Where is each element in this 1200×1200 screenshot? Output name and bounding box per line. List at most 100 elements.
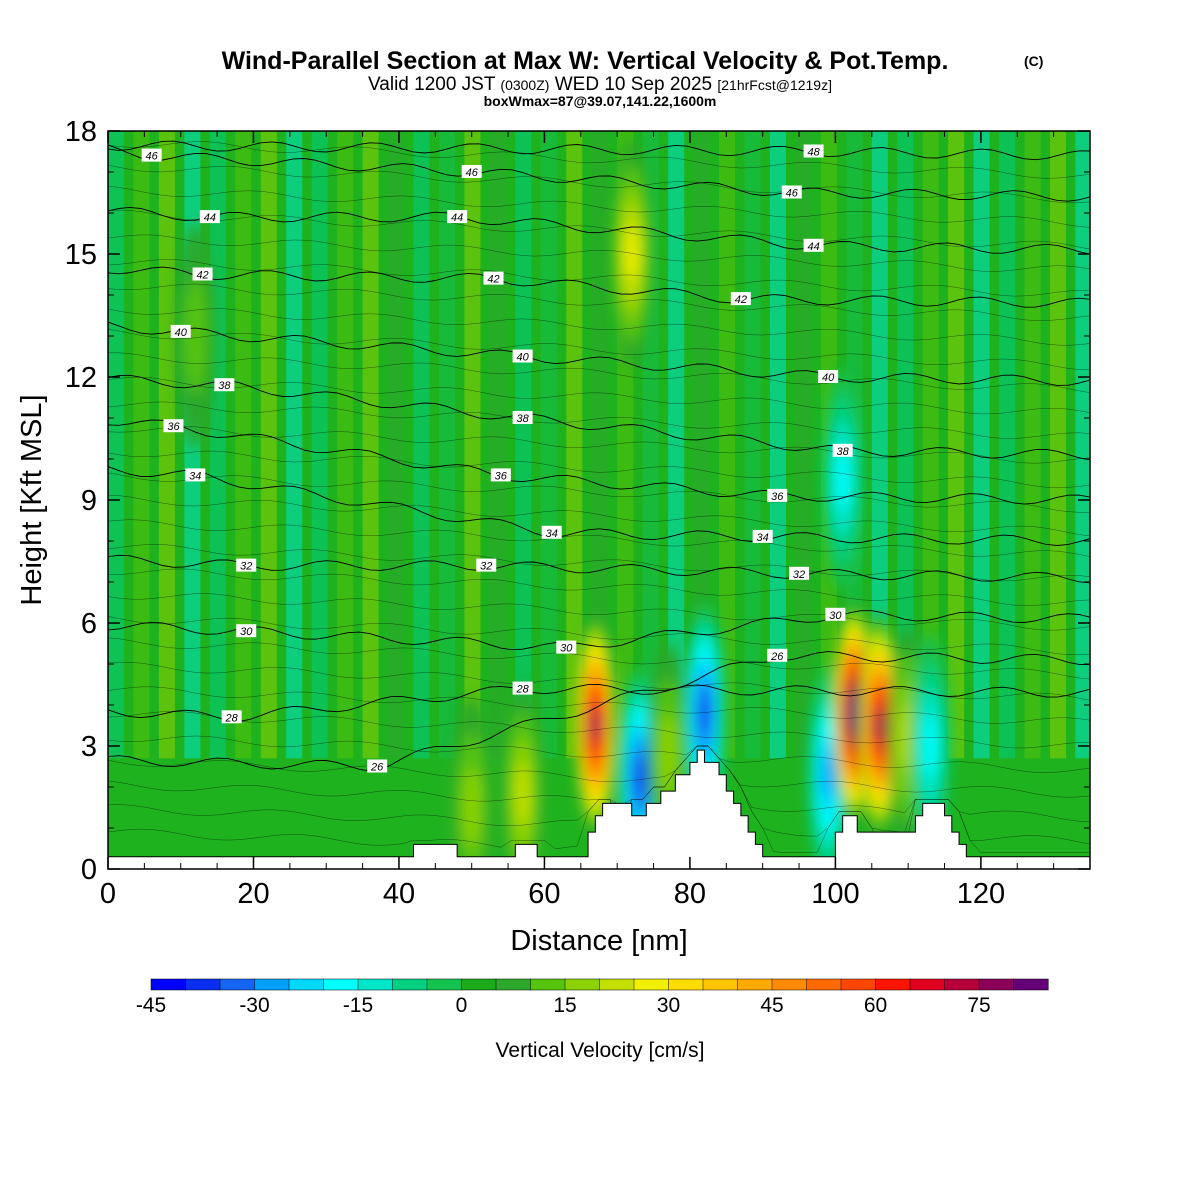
contour-label: 48 [803, 144, 824, 159]
y-tick-label: 18 [65, 116, 97, 148]
contour-labels: 26 28 28 26 30 30 30 32 32 32 34 34 34 36 36 36 38 38 38 40… [141, 144, 853, 774]
velocity-band [1075, 131, 1090, 759]
contour-label-text: 48 [807, 147, 820, 159]
contour-label-text: 30 [560, 643, 573, 655]
velocity-band [438, 131, 455, 759]
y-tick-label: 0 [81, 854, 97, 886]
contour-label-text: 42 [487, 274, 499, 286]
contour-label-box [199, 210, 220, 224]
isentrope-line-minor [108, 711, 1090, 749]
colorbar-tick-labels: -45 -30 -15 0 15 30 45 60 75 [136, 994, 991, 1017]
velocity-band [973, 131, 990, 759]
contour-label-box [541, 525, 562, 539]
colorbar-swatch [185, 978, 221, 991]
contour-label-box [832, 443, 853, 457]
contour-label-box [512, 411, 533, 424]
colorbar-swatch [668, 978, 704, 991]
x-tick-label: 100 [811, 878, 859, 910]
colorbar-swatch [633, 978, 670, 991]
velocity-band [286, 131, 303, 759]
isentrope-line-minor [108, 616, 1090, 656]
contour-label: 30 [236, 624, 257, 638]
velocity-band [999, 131, 1016, 759]
w-feature [922, 714, 938, 778]
subtitle-date: WED 10 Sep 2025 [555, 74, 712, 95]
contour-label-text: 40 [822, 372, 835, 384]
isentrope-line-minor [108, 637, 1090, 680]
w-feature [874, 713, 884, 738]
contour-label-text: 44 [807, 241, 819, 253]
velocity-band [260, 131, 277, 759]
contour-label-text: 32 [480, 561, 492, 573]
contour-label-box [476, 558, 497, 572]
x-tick-label: 20 [237, 878, 269, 910]
isentrope-line-minor [108, 141, 1090, 179]
contour-label: 36 [163, 419, 184, 433]
contour-label: 32 [789, 566, 810, 581]
contour-label: 44 [447, 210, 468, 224]
isentrope-line [108, 144, 1090, 202]
isentrope-line-minor [108, 593, 1090, 631]
w-feature [591, 713, 600, 738]
isentrope-line-minor [108, 401, 1090, 439]
colorbar-swatch [392, 978, 428, 991]
contour-label: 28 [221, 710, 242, 724]
velocity-band [413, 131, 430, 759]
contour-label-text: 38 [516, 413, 529, 425]
isentrope-line-minor [108, 568, 1090, 606]
velocity-band [719, 131, 736, 759]
colorbar-swatch [909, 978, 946, 991]
contour-label: 32 [476, 558, 497, 573]
contour-label-box [490, 468, 511, 482]
w-feature [699, 694, 710, 732]
isentrope-line-minor [108, 735, 1090, 773]
velocity-band [566, 131, 583, 759]
contour-label-box [170, 324, 191, 338]
contour-label: 40 [818, 370, 839, 384]
contour-label-text: 26 [770, 651, 784, 663]
contour-label-text: 26 [370, 762, 384, 774]
colorbar-swatch [840, 978, 877, 991]
velocity-band [515, 131, 532, 759]
colorbar-tick-label: 0 [456, 994, 468, 1017]
subtitle-valid: Valid 1200 JST [368, 74, 496, 95]
w-feature [462, 766, 481, 849]
colorbar-swatch [150, 978, 187, 991]
isentrope-line-minor [108, 426, 1090, 464]
colorbar-tick-label: 15 [553, 994, 576, 1017]
isentrope-line [108, 140, 1090, 161]
box-info: boxWmax=87@39.07,141.22,1600m [484, 93, 717, 109]
vertical-velocity-field [174, 142, 951, 869]
colorbar-swatch [323, 978, 359, 991]
isentrope-line-minor [108, 283, 1090, 321]
contour-label-box [512, 681, 533, 695]
contour-label-box [163, 419, 184, 433]
isentrope-line-minor [108, 450, 1090, 489]
w-feature [633, 760, 645, 798]
contour-label-text: 42 [196, 270, 208, 282]
velocity-band [540, 131, 557, 759]
colorbar-swatch [599, 978, 635, 991]
velocity-band [668, 131, 685, 759]
contour-label-box [789, 566, 810, 580]
contour-label-box [214, 378, 235, 392]
y-tick-label: 12 [65, 362, 97, 394]
velocity-band [1049, 131, 1066, 759]
isentrope-line-minor [108, 352, 1090, 393]
velocity-band [209, 131, 226, 759]
colorbar-label: Vertical Velocity [cm/s] [496, 1039, 705, 1062]
colorbar-swatch [530, 978, 566, 991]
contour-label-box [236, 558, 257, 572]
x-tick-label: 0 [100, 878, 116, 910]
y-tick-label: 15 [65, 239, 97, 271]
contour-label-box [818, 370, 839, 383]
colorbar-swatch [806, 978, 842, 991]
y-axis-label: Height [Kft MSL] [16, 394, 48, 605]
contour-label-text: 38 [218, 380, 231, 392]
contour-label: 42 [483, 271, 504, 286]
contour-label: 44 [803, 238, 824, 253]
contour-label-box [221, 710, 242, 724]
isentropes [108, 140, 1090, 853]
velocity-band [871, 131, 888, 759]
